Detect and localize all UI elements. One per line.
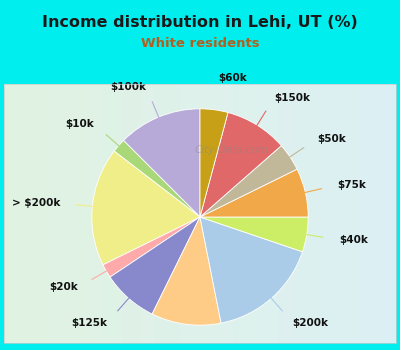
Wedge shape (200, 217, 308, 252)
Wedge shape (200, 109, 228, 217)
Text: $75k: $75k (337, 180, 366, 190)
Text: $125k: $125k (71, 318, 107, 328)
Text: White residents: White residents (141, 37, 259, 50)
Text: $20k: $20k (50, 282, 78, 292)
Text: $60k: $60k (218, 72, 247, 83)
Wedge shape (152, 217, 221, 325)
Text: $200k: $200k (293, 318, 329, 328)
Wedge shape (124, 109, 200, 217)
Text: $100k: $100k (110, 82, 146, 92)
Text: $50k: $50k (317, 134, 346, 144)
Wedge shape (92, 151, 200, 265)
Text: Income distribution in Lehi, UT (%): Income distribution in Lehi, UT (%) (42, 15, 358, 30)
Wedge shape (200, 217, 302, 323)
Wedge shape (110, 217, 200, 314)
Text: $40k: $40k (339, 235, 368, 245)
Text: $150k: $150k (274, 92, 310, 103)
Wedge shape (200, 169, 308, 217)
Wedge shape (103, 217, 200, 277)
Wedge shape (200, 112, 281, 217)
Text: City-Data.com: City-Data.com (195, 145, 269, 155)
Text: > $200k: > $200k (12, 198, 60, 208)
Text: $10k: $10k (66, 119, 94, 129)
Wedge shape (200, 146, 297, 217)
Wedge shape (114, 140, 200, 217)
